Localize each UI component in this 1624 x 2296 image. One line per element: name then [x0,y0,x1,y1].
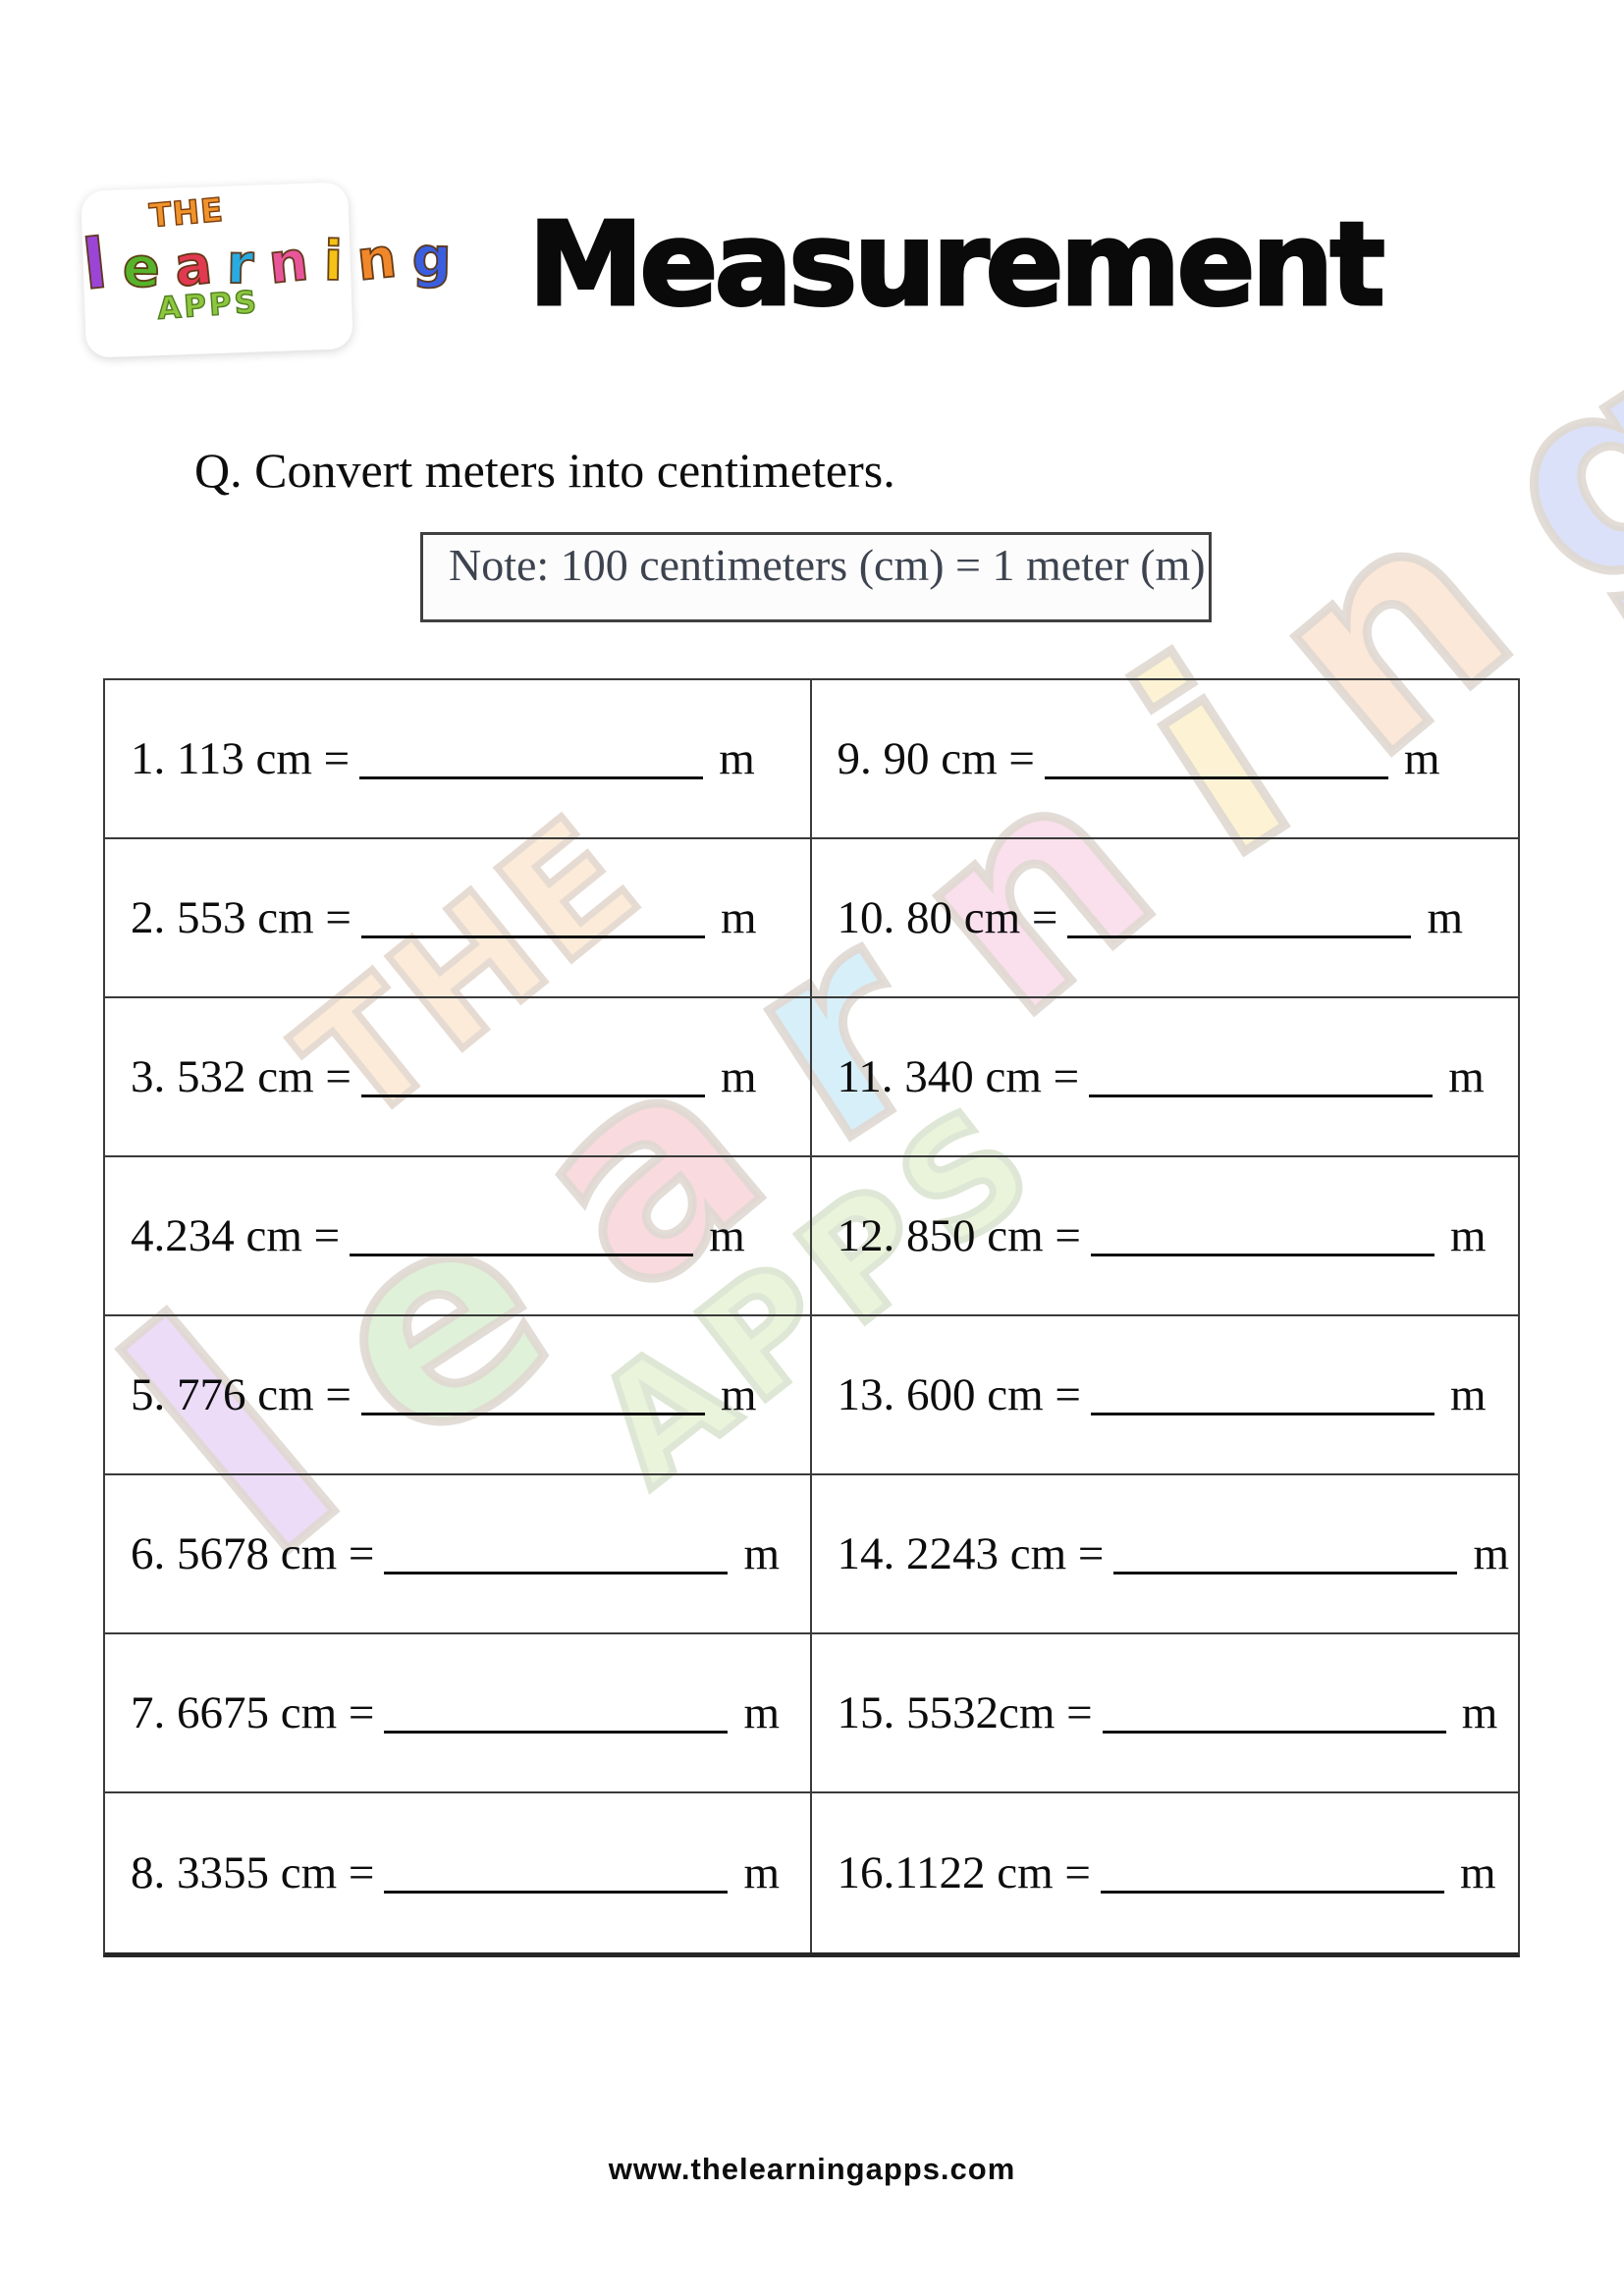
logo-letter: g [1439,287,1624,665]
problem-text: 7. 6675 cm = [131,1687,375,1738]
note-box: Note: 100 centimeters (cm) = 1 meter (m) [420,532,1212,622]
logo-letter: g [410,225,451,291]
problem-text: 1. 113 cm = [131,733,351,784]
problem-cell: 4.234 cm = m [105,1157,812,1316]
unit-label: m [1427,892,1463,943]
problem-cell: 13. 600 cm = m [811,1316,1518,1475]
unit-label: m [743,1847,780,1898]
problem-cell: 11. 340 cm = m [811,998,1518,1157]
unit-label: m [1461,1687,1498,1738]
problem-text: 6. 5678 cm = [131,1528,375,1579]
answer-blank[interactable] [384,1890,729,1894]
problem-text: 14. 2243 cm = [837,1528,1105,1579]
footer-url: www.thelearningapps.com [608,2152,1016,2186]
problem-text: 13. 600 cm = [837,1369,1081,1420]
unit-label: m [1459,1847,1496,1898]
answer-blank[interactable] [384,1571,729,1575]
answer-blank[interactable] [1090,1412,1435,1415]
question-text: Q. Convert meters into centimeters. [194,443,895,498]
problem-text: 11. 340 cm = [837,1051,1080,1102]
page-title: Measurement [527,195,1387,334]
problem-cell: 8. 3355 cm = m [105,1793,812,1952]
problem-cell: 2. 553 cm = m [105,839,812,998]
problem-cell: 1. 113 cm = m [105,680,812,839]
answer-blank[interactable] [360,1412,705,1415]
answer-blank[interactable] [1100,1890,1444,1894]
problem-text: 9. 90 cm = [837,733,1035,784]
unit-label: m [743,1528,780,1579]
problem-text: 2. 553 cm = [131,892,352,943]
learning-apps-logo: THE l e a r n i n g APPS [79,182,451,358]
problem-cell: 12. 850 cm = m [811,1157,1518,1316]
problem-text: 16.1122 cm = [837,1847,1091,1898]
problem-cell: 15. 5532cm = m [811,1634,1518,1793]
problem-cell: 14. 2243 cm = m [811,1475,1518,1634]
problem-cell: 10. 80 cm = m [811,839,1518,998]
problem-cell: 3. 532 cm = m [105,998,812,1157]
answer-blank[interactable] [1090,1253,1435,1256]
answer-blank[interactable] [359,775,704,779]
problem-cell: 7. 6675 cm = m [105,1634,812,1793]
logo-letter: i [322,229,342,294]
unit-label: m [1473,1528,1509,1579]
unit-label: m [1449,1369,1487,1420]
note-text: Note: 100 centimeters (cm) = 1 meter (m) [449,540,1206,590]
unit-label: m [719,733,755,784]
problem-cell: 6. 5678 cm = m [105,1475,812,1634]
unit-label: m [720,1051,757,1102]
answer-blank[interactable] [350,1253,694,1256]
answer-blank[interactable] [1113,1571,1458,1575]
answer-blank[interactable] [1102,1730,1446,1734]
unit-label: m [1448,1051,1485,1102]
unit-label: m [743,1687,780,1738]
logo-letter: n [265,229,310,297]
unit-label: m [709,1210,745,1261]
logo-letter: n [353,226,399,294]
problem-text: 8. 3355 cm = [131,1847,375,1898]
logo-letter: r [226,232,254,297]
problem-text: 3. 532 cm = [131,1051,352,1102]
problem-cell: 9. 90 cm = m [811,680,1518,839]
logo-apps-text: APPS [155,284,261,328]
answer-blank[interactable] [1044,775,1388,779]
problem-text: 4.234 cm = [131,1210,341,1261]
problem-text: 10. 80 cm = [837,892,1058,943]
problem-text: 15. 5532cm = [837,1687,1093,1738]
unit-label: m [720,1369,757,1420]
problem-cell: 5. 776 cm = m [105,1316,812,1475]
unit-label: m [720,892,757,943]
logo-letter: l [79,223,110,307]
logo-letter: a [171,232,214,300]
problem-text: 5. 776 cm = [131,1369,352,1420]
logo-letter: e [121,236,159,301]
answer-blank[interactable] [1067,934,1412,938]
answer-blank[interactable] [360,934,705,938]
answer-blank[interactable] [360,1094,705,1097]
problem-cell: 16.1122 cm = m [812,1793,1519,1952]
problem-text: 12. 850 cm = [837,1210,1081,1261]
answer-blank[interactable] [384,1730,729,1734]
answer-blank[interactable] [1089,1094,1434,1097]
unit-label: m [1449,1210,1487,1261]
worksheet-table: 1. 113 cm = m 9. 90 cm = m 2. 553 cm = m… [103,678,1520,1957]
unit-label: m [1403,733,1440,784]
